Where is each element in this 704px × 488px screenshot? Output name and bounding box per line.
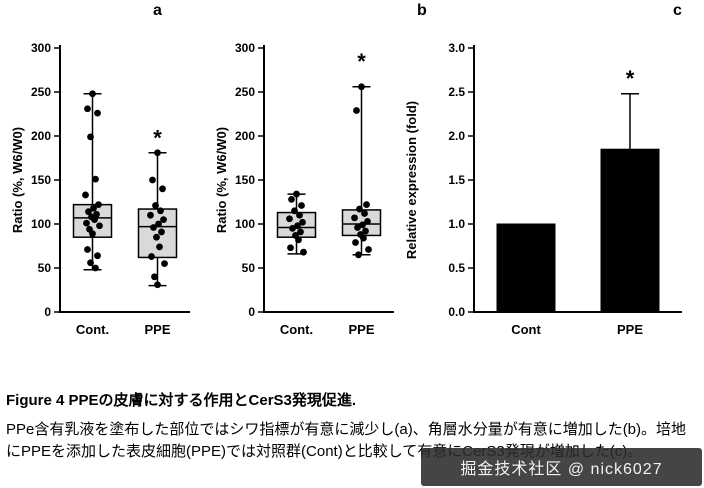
svg-text:*: * <box>153 126 162 151</box>
svg-text:Cont.: Cont. <box>76 322 109 337</box>
svg-text:Ratio (%, W6/W0): Ratio (%, W6/W0) <box>10 127 25 233</box>
svg-text:100: 100 <box>235 217 255 231</box>
svg-text:1.5: 1.5 <box>448 173 465 187</box>
svg-text:PPE: PPE <box>348 322 374 337</box>
svg-text:200: 200 <box>31 129 51 143</box>
svg-text:250: 250 <box>31 85 51 99</box>
svg-text:300: 300 <box>31 41 51 55</box>
svg-text:1.0: 1.0 <box>448 217 465 231</box>
svg-text:0: 0 <box>44 305 51 319</box>
svg-text:Ratio (%, W6/W0): Ratio (%, W6/W0) <box>214 127 229 233</box>
watermark-text: 掘金技术社区 @ nick6027 <box>460 461 663 478</box>
svg-text:PPE: PPE <box>617 322 643 337</box>
svg-text:Cont.: Cont. <box>280 322 313 337</box>
panel-label-a: a <box>153 2 162 19</box>
svg-text:PPE: PPE <box>144 322 170 337</box>
panel-label-b: b <box>417 2 427 19</box>
svg-text:*: * <box>357 49 366 74</box>
svg-text:100: 100 <box>31 217 51 231</box>
caption-title: Figure 4 PPEの皮膚に対する作用とCerS3発現促進. <box>6 392 357 409</box>
boxplot-panel-a: 0 50 100 150 200 250 300 Ratio (%, W6/W0) Cont. P… <box>8 30 200 353</box>
svg-text:300: 300 <box>235 41 255 55</box>
panel-label-c: c <box>673 2 682 19</box>
barchart-panel-c: 0.0 0.5 1.0 1.5 2.0 2.5 3.0 Relative expression… <box>402 30 700 353</box>
svg-text:0.0: 0.0 <box>448 305 465 319</box>
svg-text:0: 0 <box>248 305 255 319</box>
svg-text:0.5: 0.5 <box>448 261 465 275</box>
svg-text:200: 200 <box>235 129 255 143</box>
svg-text:50: 50 <box>242 261 256 275</box>
svg-text:3.0: 3.0 <box>448 41 465 55</box>
svg-text:2.5: 2.5 <box>448 85 465 99</box>
boxplot-panel-b: 0 50 100 150 200 250 300 Ratio (%, W6/W0) Cont. P… <box>212 30 404 353</box>
watermark: 掘金技术社区 @ nick6027 <box>421 448 702 486</box>
svg-text:Relative expression (fold): Relative expression (fold) <box>404 101 419 259</box>
svg-text:150: 150 <box>235 173 255 187</box>
svg-text:150: 150 <box>31 173 51 187</box>
svg-text:2.0: 2.0 <box>448 129 465 143</box>
svg-text:*: * <box>626 66 635 91</box>
svg-text:50: 50 <box>38 261 52 275</box>
svg-text:250: 250 <box>235 85 255 99</box>
svg-text:Cont: Cont <box>511 322 541 337</box>
